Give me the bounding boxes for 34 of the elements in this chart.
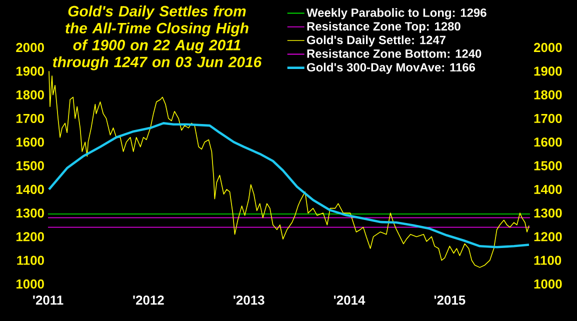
legend-label: Gold's Daily Settle: 1247 <box>307 35 446 47</box>
y2-tick-label: 1000 <box>534 279 562 289</box>
y-tick-label: 1000 <box>16 279 44 289</box>
y2-tick-label: 1400 <box>534 184 562 194</box>
y-tick-label: 1600 <box>16 138 44 147</box>
y2-tick-label: 1300 <box>534 208 562 218</box>
y-tick-label: 1500 <box>16 161 44 170</box>
y-tick-label: 1800 <box>16 90 44 100</box>
x-tick-label: '2011 <box>33 296 64 305</box>
y-tick-label: 1700 <box>16 114 44 124</box>
y-tick-label: 1200 <box>16 232 44 242</box>
y2-tick-label: 1500 <box>534 161 562 170</box>
y2-tick-label: 1600 <box>534 138 562 147</box>
x-tick-label: '2015 <box>434 296 466 305</box>
y2-tick-label: 1900 <box>534 66 562 76</box>
x-tick-label: '2013 <box>234 296 264 305</box>
y2-tick-label: 1200 <box>534 232 562 242</box>
legend-label: Weekly Parabolic to Long: 1296 <box>306 8 486 20</box>
y2-tick-label: 2000 <box>534 42 562 52</box>
x-tick-label: '2012 <box>133 296 164 305</box>
y2-tick-label: 1100 <box>534 256 562 265</box>
y-tick-label: 1300 <box>16 208 44 218</box>
chart-title: Gold's Daily Settles from the All-Time Closing High of 1900 on 22 Aug 2011 through 1247 on 03 Jun 2016 <box>52 6 262 70</box>
y-tick-label: 1900 <box>16 66 44 76</box>
x-tick-label: '2014 <box>334 296 366 305</box>
y-tick-label: 1400 <box>16 184 44 194</box>
line-series <box>48 122 530 248</box>
legend-label: Resistance Zone Bottom: 1240 <box>307 49 482 58</box>
y2-tick-label: 1700 <box>534 114 562 124</box>
y2-tick-label: 1800 <box>534 90 562 100</box>
y-tick-label: 1100 <box>17 256 44 265</box>
y-tick-label: 2000 <box>16 42 44 52</box>
legend-label: Resistance Zone Top: 1280 <box>307 22 460 33</box>
legend-label: Gold's 300-Day MovAve: 1166 <box>307 62 476 74</box>
